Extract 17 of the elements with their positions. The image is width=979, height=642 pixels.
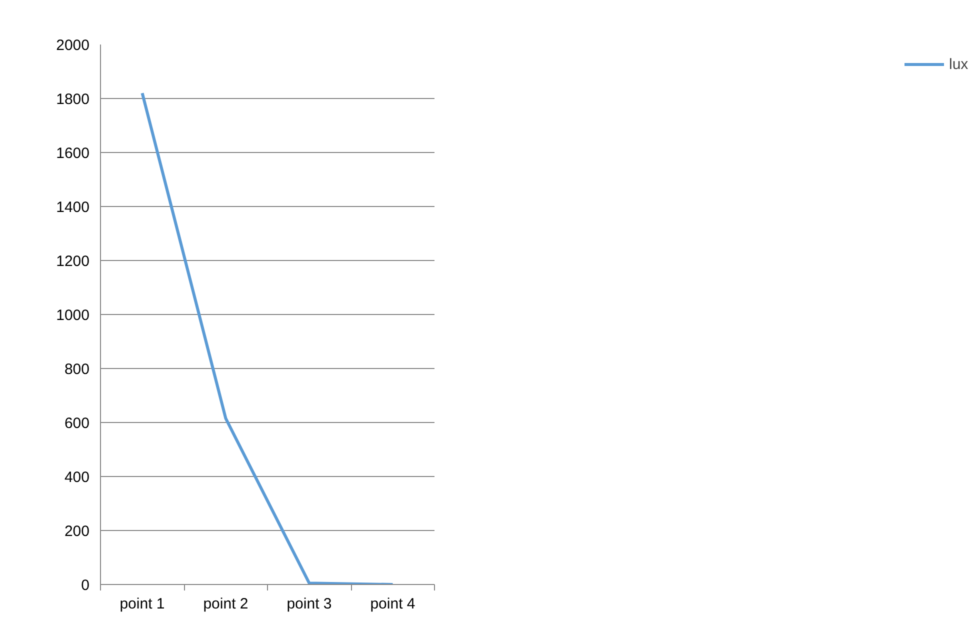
y-tick-label: 1000	[56, 307, 90, 324]
y-tick-label: 1200	[56, 253, 90, 270]
y-tick-label: 200	[64, 523, 90, 540]
y-tick-label: 1800	[56, 91, 90, 108]
legend-label: lux	[949, 56, 969, 72]
y-tick-label: 400	[64, 469, 90, 486]
y-tick-label: 600	[64, 415, 90, 432]
x-tick-label: point 2	[203, 596, 248, 612]
x-tick-label: point 3	[286, 596, 332, 612]
x-tick-label: point 4	[370, 596, 416, 612]
line-series	[140, 92, 394, 584]
y-tick-label: 2000	[56, 37, 90, 54]
y-tick-label: 1400	[56, 199, 90, 216]
x-tick-label: point 1	[120, 596, 165, 612]
y-tick-label: 800	[64, 361, 90, 378]
y-tick-label: 0	[81, 577, 90, 594]
y-tick-label: 1600	[56, 145, 90, 162]
